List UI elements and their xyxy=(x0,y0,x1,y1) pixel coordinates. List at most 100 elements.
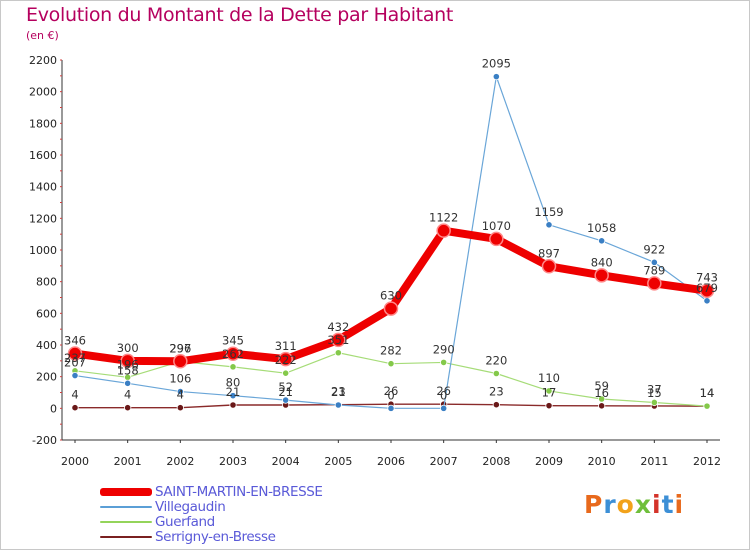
data-point-villegaudin xyxy=(282,396,290,404)
data-label-saint-martin-en-bresse: 789 xyxy=(643,263,665,277)
data-point-guerfand xyxy=(650,398,658,407)
data-point-villegaudin xyxy=(387,404,395,412)
data-point-saint-martin-en-bresse xyxy=(699,283,715,298)
data-label-guerfand: 37 xyxy=(647,382,662,396)
y-tick-label: 1800 xyxy=(29,117,57,130)
x-tick-label: 2007 xyxy=(430,455,458,468)
data-point-serrigny-en-bresse xyxy=(124,404,132,412)
data-label-saint-martin-en-bresse: 297 xyxy=(169,341,191,355)
data-point-saint-martin-en-bresse xyxy=(225,346,241,361)
x-tick-label: 2010 xyxy=(588,455,616,468)
x-tick-label: 2001 xyxy=(114,455,142,468)
data-point-villegaudin xyxy=(124,379,132,387)
data-point-saint-martin-en-bresse xyxy=(383,301,399,316)
data-label-serrigny-en-bresse: 26 xyxy=(436,384,451,398)
data-point-villegaudin xyxy=(598,237,606,245)
data-label-saint-martin-en-bresse: 311 xyxy=(275,339,297,353)
x-tick-label: 2004 xyxy=(272,455,300,468)
data-label-serrigny-en-bresse: 4 xyxy=(71,388,78,402)
legend-item-villegaudin: Villegaudin xyxy=(100,499,420,515)
data-label-serrigny-en-bresse: 17 xyxy=(542,386,557,400)
x-tick-label: 2011 xyxy=(640,455,668,468)
legend-swatch xyxy=(100,536,152,538)
data-label-guerfand: 290 xyxy=(433,342,455,356)
y-tick-label: 1200 xyxy=(29,212,57,225)
data-label-serrigny-en-bresse: 21 xyxy=(278,385,293,399)
data-label-serrigny-en-bresse: 14 xyxy=(700,386,715,400)
data-point-saint-martin-en-bresse xyxy=(120,353,135,369)
data-label-saint-martin-en-bresse: 346 xyxy=(64,334,86,348)
data-label-saint-martin-en-bresse: 743 xyxy=(696,271,718,285)
data-label-serrigny-en-bresse: 23 xyxy=(331,385,346,399)
data-label-villegaudin: 0 xyxy=(440,388,447,402)
data-label-villegaudin: 922 xyxy=(643,242,665,256)
legend-label: Guerfand xyxy=(155,514,215,530)
data-point-villegaudin xyxy=(703,297,711,305)
data-label-saint-martin-en-bresse: 840 xyxy=(591,255,613,269)
data-point-villegaudin xyxy=(176,387,184,396)
data-label-guerfand: 14 xyxy=(700,386,715,400)
data-point-saint-martin-en-bresse xyxy=(436,223,451,238)
data-point-villegaudin xyxy=(334,401,342,409)
data-label-villegaudin: 1058 xyxy=(587,221,616,235)
y-tick-label: 1600 xyxy=(29,149,57,162)
data-point-serrigny-en-bresse xyxy=(176,404,184,412)
data-point-saint-martin-en-bresse xyxy=(489,231,504,247)
data-label-saint-martin-en-bresse: 630 xyxy=(380,289,402,303)
data-label-villegaudin: 158 xyxy=(117,363,139,377)
data-label-villegaudin: 21 xyxy=(331,385,346,399)
data-label-guerfand: 262 xyxy=(222,347,244,361)
data-point-guerfand xyxy=(703,402,711,410)
x-tick-label: 2009 xyxy=(535,455,563,468)
y-tick-label: 800 xyxy=(36,276,57,289)
data-point-serrigny-en-bresse xyxy=(229,401,237,409)
x-tick-label: 2000 xyxy=(61,455,89,468)
legend-swatch xyxy=(100,521,152,523)
data-label-saint-martin-en-bresse: 345 xyxy=(222,334,244,348)
data-point-saint-martin-en-bresse xyxy=(67,346,83,361)
data-label-guerfand: 59 xyxy=(594,379,609,393)
legend-item-saint-martin-en-bresse: SAINT-MARTIN-EN-BRESSE xyxy=(100,484,420,500)
data-point-saint-martin-en-bresse xyxy=(278,351,293,367)
data-label-serrigny-en-bresse: 15 xyxy=(647,386,662,400)
y-tick-label: 400 xyxy=(36,339,57,352)
legend-label: Serrigny-en-Bresse xyxy=(155,529,276,545)
data-label-saint-martin-en-bresse: 1070 xyxy=(482,219,511,233)
data-label-saint-martin-en-bresse: 432 xyxy=(327,320,349,334)
x-tick-label: 2006 xyxy=(377,455,405,468)
data-point-villegaudin xyxy=(71,371,79,380)
x-tick-label: 2012 xyxy=(693,455,721,468)
data-point-serrigny-en-bresse xyxy=(492,401,500,409)
chart-legend: SAINT-MARTIN-EN-BRESSE Villegaudin Guerf… xyxy=(100,484,400,546)
data-label-villegaudin: 207 xyxy=(64,356,86,370)
data-label-serrigny-en-bresse: 23 xyxy=(489,385,504,399)
data-label-guerfand: 196 xyxy=(117,357,139,371)
y-tick-label: 1000 xyxy=(29,244,57,257)
y-tick-label: 200 xyxy=(36,371,57,384)
proxiti-logo: Proxiti xyxy=(584,490,684,519)
legend-item-guerfand: Guerfand xyxy=(100,514,420,530)
legend-swatch xyxy=(100,506,152,508)
data-label-guerfand: 351 xyxy=(327,333,349,347)
legend-swatch xyxy=(100,488,152,496)
data-label-villegaudin: 0 xyxy=(387,388,394,402)
logo-letter: t xyxy=(661,490,675,519)
x-tick-label: 2002 xyxy=(166,455,194,468)
data-point-saint-martin-en-bresse xyxy=(331,332,346,348)
data-label-guerfand: 222 xyxy=(275,353,297,367)
y-tick-label: 0 xyxy=(50,402,57,415)
data-label-saint-martin-en-bresse: 1122 xyxy=(429,211,458,225)
legend-item-serrigny-en-bresse: Serrigny-en-Bresse xyxy=(100,529,420,545)
data-label-saint-martin-en-bresse: 897 xyxy=(538,246,560,260)
data-point-saint-martin-en-bresse xyxy=(541,259,557,274)
data-label-serrigny-en-bresse: 26 xyxy=(384,384,399,398)
data-point-serrigny-en-bresse xyxy=(598,402,606,410)
data-label-serrigny-en-bresse: 21 xyxy=(226,385,241,399)
data-point-guerfand xyxy=(282,369,290,377)
logo-letter: x xyxy=(634,490,652,519)
x-tick-label: 2008 xyxy=(482,455,510,468)
data-label-guerfand: 110 xyxy=(538,371,560,385)
data-point-saint-martin-en-bresse xyxy=(173,354,188,369)
data-label-guerfand: 282 xyxy=(380,344,402,358)
data-point-saint-martin-en-bresse xyxy=(594,268,609,283)
